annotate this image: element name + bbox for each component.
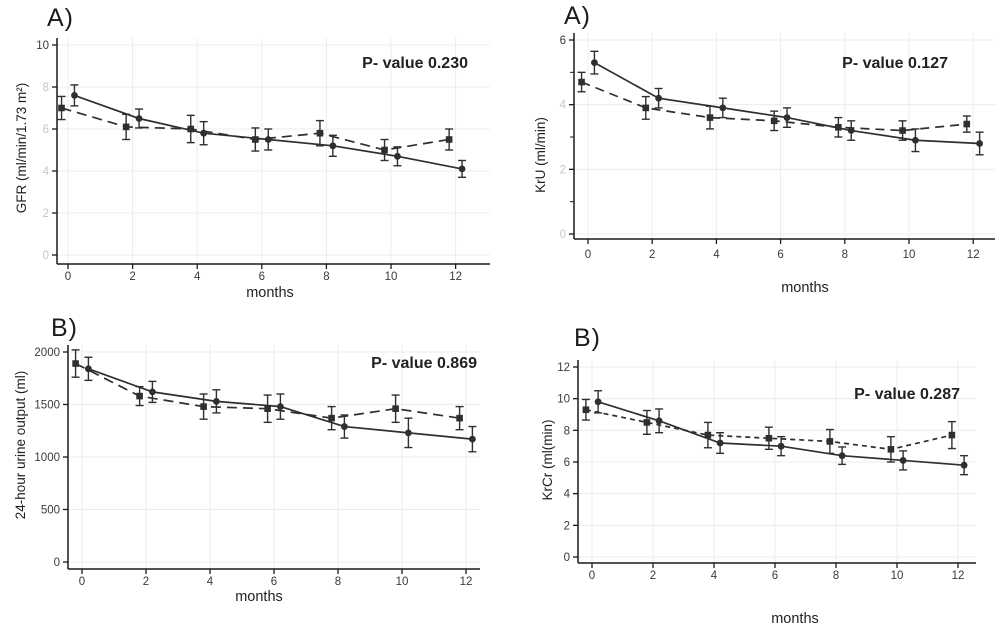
panel-label-gfr: A) — [47, 4, 74, 32]
svg-text:4: 4 — [43, 166, 50, 178]
svg-text:4: 4 — [560, 100, 567, 112]
svg-text:6: 6 — [772, 570, 778, 582]
svg-text:10: 10 — [385, 271, 398, 283]
svg-text:4: 4 — [713, 249, 720, 261]
svg-text:0: 0 — [65, 271, 71, 283]
svg-text:4: 4 — [564, 489, 571, 501]
svg-text:12: 12 — [557, 362, 570, 374]
svg-text:0: 0 — [585, 249, 591, 261]
svg-text:10: 10 — [36, 40, 49, 52]
svg-text:8: 8 — [335, 576, 341, 588]
svg-text:0: 0 — [79, 576, 85, 588]
svg-text:months: months — [246, 285, 294, 301]
svg-text:6: 6 — [43, 124, 49, 136]
svg-text:10: 10 — [396, 576, 409, 588]
svg-text:8: 8 — [43, 82, 49, 94]
svg-text:KrCr (ml(min): KrCr (ml(min) — [540, 420, 555, 501]
svg-text:12: 12 — [460, 576, 473, 588]
svg-text:2: 2 — [649, 249, 655, 261]
svg-text:1000: 1000 — [34, 452, 60, 464]
svg-text:2: 2 — [129, 271, 135, 283]
svg-text:months: months — [781, 280, 829, 296]
svg-text:0: 0 — [589, 570, 595, 582]
svg-text:6: 6 — [564, 457, 570, 469]
svg-text:8: 8 — [833, 570, 839, 582]
svg-text:6: 6 — [259, 271, 265, 283]
svg-text:4: 4 — [711, 570, 718, 582]
svg-text:months: months — [235, 589, 283, 605]
svg-text:12: 12 — [449, 271, 462, 283]
svg-text:4: 4 — [207, 576, 214, 588]
svg-text:8: 8 — [564, 425, 570, 437]
svg-text:P- value 0.127: P- value 0.127 — [842, 55, 948, 72]
svg-text:0: 0 — [560, 229, 566, 241]
panel-label-krcr: B) — [574, 324, 601, 352]
svg-text:2000: 2000 — [34, 347, 60, 359]
svg-text:GFR (ml/min/1.73 m²): GFR (ml/min/1.73 m²) — [14, 83, 29, 214]
svg-text:0: 0 — [54, 557, 60, 569]
svg-text:10: 10 — [557, 394, 570, 406]
svg-text:12: 12 — [952, 570, 965, 582]
gfr-chart: 10 8 6 4 2 0 0 2 4 6 8 10 12 P- value 0.230 months GFR … — [14, 38, 490, 301]
urine-output-chart: 2000 1500 1000 500 0 0 2 4 6 8 10 12 P- value 0.869 m… — [13, 345, 480, 605]
svg-text:0: 0 — [564, 552, 570, 564]
panel-kru: A) 6 4 2 0 0 2 4 6 8 10 12 P- value 0.127 months KrU … — [500, 0, 1001, 310]
svg-text:24-hour urine output (ml): 24-hour urine output (ml) — [13, 371, 28, 520]
svg-text:10: 10 — [891, 570, 904, 582]
svg-text:2: 2 — [650, 570, 656, 582]
svg-text:2: 2 — [560, 164, 566, 176]
svg-text:6: 6 — [560, 35, 566, 47]
svg-text:8: 8 — [842, 249, 848, 261]
svg-text:2: 2 — [564, 520, 570, 532]
svg-text:P- value 0.287: P- value 0.287 — [854, 386, 960, 403]
panel-label-urine: B) — [51, 314, 78, 342]
krcr-chart: 12 10 8 6 4 2 0 0 2 4 6 8 10 12 P- value 0.287 months Kr… — [540, 360, 976, 627]
svg-text:2: 2 — [43, 208, 49, 220]
svg-text:8: 8 — [323, 271, 329, 283]
svg-text:4: 4 — [194, 271, 201, 283]
svg-text:P- value 0.869: P- value 0.869 — [371, 355, 477, 372]
svg-text:6: 6 — [777, 249, 783, 261]
svg-text:1500: 1500 — [34, 400, 60, 412]
svg-text:2: 2 — [143, 576, 149, 588]
svg-text:months: months — [771, 611, 819, 627]
panel-krcr: B) 12 10 8 6 4 2 0 0 2 4 6 8 10 12 P- value 0.287 month… — [500, 310, 1001, 636]
svg-text:6: 6 — [271, 576, 277, 588]
panel-label-kru: A) — [564, 2, 591, 30]
svg-text:500: 500 — [41, 505, 60, 517]
panel-urine: B) 2000 1500 1000 500 0 0 2 4 6 8 10 12 P- value 0.8… — [0, 310, 500, 636]
svg-text:12: 12 — [967, 249, 980, 261]
panel-gfr: A) 10 8 6 4 2 0 0 2 4 6 8 10 12 P- value 0.230 months G… — [0, 0, 500, 310]
svg-text:KrU (ml/min): KrU (ml/min) — [533, 117, 548, 193]
svg-text:P- value 0.230: P- value 0.230 — [362, 55, 468, 72]
svg-text:10: 10 — [903, 249, 916, 261]
kru-chart: 6 4 2 0 0 2 4 6 8 10 12 P- value 0.127 months KrU (ml… — [533, 33, 995, 296]
svg-text:0: 0 — [43, 250, 49, 262]
